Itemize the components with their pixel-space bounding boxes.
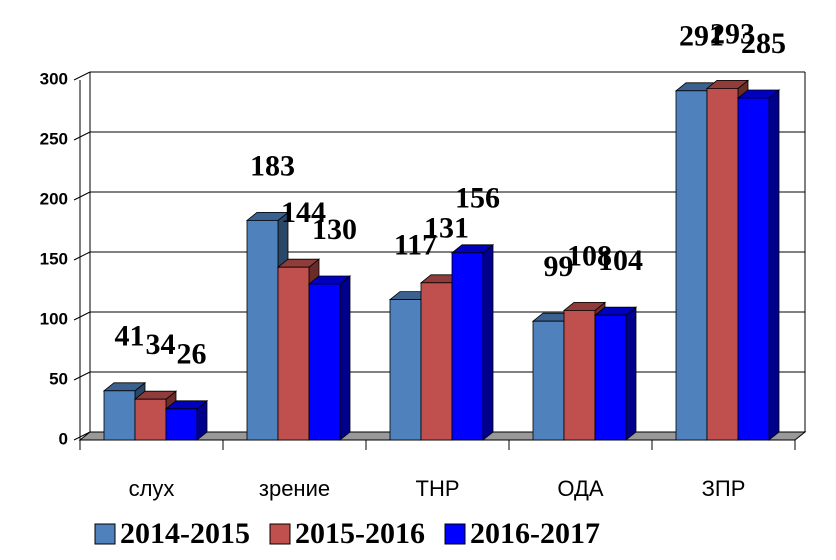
value-label: 117 <box>394 228 437 261</box>
tick-mark <box>73 371 91 381</box>
value-label: 291 <box>679 20 724 53</box>
legend-swatch <box>269 523 291 545</box>
value-label: 104 <box>598 244 643 277</box>
tick-mark <box>73 71 91 81</box>
value-label: 26 <box>177 338 207 371</box>
x-tick-label: зрение <box>259 476 330 501</box>
bar <box>103 390 136 441</box>
legend-label: 2016-2017 <box>470 517 600 550</box>
bar <box>308 283 341 441</box>
y-tick-label: 100 <box>40 309 68 328</box>
tick-mark <box>73 311 91 321</box>
bar-side <box>339 275 351 441</box>
legend-label: 2014-2015 <box>120 517 250 550</box>
value-label: 41 <box>115 320 145 353</box>
y-tick-label: 300 <box>40 69 68 88</box>
legend-swatch <box>94 523 116 545</box>
value-label: 108 <box>567 239 612 272</box>
value-label: 131 <box>424 212 469 245</box>
value-label: 99 <box>544 250 574 283</box>
x-tick-label: ОДА <box>557 476 604 501</box>
y-tick-label: 150 <box>40 249 68 268</box>
bar <box>420 282 453 441</box>
x-tick-label: ТНР <box>416 476 460 501</box>
y-tick-label: 50 <box>49 369 68 388</box>
value-label: 144 <box>281 196 326 229</box>
value-label: 293 <box>710 17 755 50</box>
bar <box>563 309 596 441</box>
y-tick-label: 200 <box>40 189 68 208</box>
x-tick-label: ЗПР <box>702 476 746 501</box>
bar <box>246 219 279 441</box>
tick-mark <box>73 191 91 201</box>
value-label: 183 <box>250 149 295 182</box>
legend-label: 2015-2016 <box>295 517 425 550</box>
bar-side <box>482 243 494 441</box>
bar-side <box>768 89 780 441</box>
bar <box>451 252 484 441</box>
bar <box>134 398 167 441</box>
value-label: 156 <box>455 182 500 215</box>
bar-side <box>625 306 637 441</box>
bar <box>706 88 739 441</box>
bar <box>675 90 708 441</box>
tick-mark <box>73 131 91 141</box>
bar <box>532 320 565 441</box>
bar <box>165 408 198 441</box>
value-label: 34 <box>146 328 176 361</box>
bar <box>594 314 627 441</box>
value-label: 285 <box>741 27 786 60</box>
tick-mark <box>73 251 91 261</box>
y-tick-label: 250 <box>40 129 68 148</box>
value-label: 130 <box>312 213 357 246</box>
legend-swatch <box>444 523 466 545</box>
y-tick-label: 0 <box>59 429 68 448</box>
bar <box>737 97 770 441</box>
bar <box>277 266 310 441</box>
x-tick-label: слух <box>129 476 175 501</box>
bar <box>389 299 422 441</box>
tick-mark <box>73 431 91 441</box>
